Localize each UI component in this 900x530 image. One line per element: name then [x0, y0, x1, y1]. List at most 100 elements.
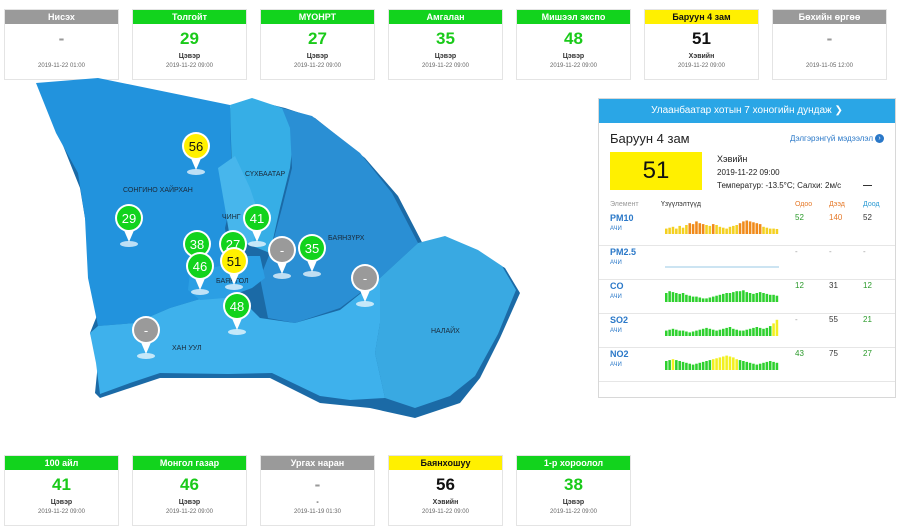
- district-songinokhairkhan[interactable]: [36, 78, 232, 326]
- trend-bar: [775, 319, 779, 336]
- pollutant-row[interactable]: PM2.5 АЧИ - - -: [599, 245, 895, 280]
- pollutant-row[interactable]: PM10 АЧИ 52 140 52: [599, 211, 895, 246]
- map-marker[interactable]: 46: [186, 252, 214, 295]
- trend-bar: [688, 363, 692, 370]
- station-card-time: 2019-11-22 01:00: [38, 63, 85, 69]
- wind-arrow-icon: [863, 185, 872, 186]
- trend-bar: [758, 327, 762, 336]
- map-marker[interactable]: -: [132, 316, 160, 359]
- map-marker[interactable]: 56: [182, 132, 210, 175]
- district-nalaikh[interactable]: [375, 236, 516, 408]
- station-card[interactable]: Ургах наран - - 2019-11-19 01:30: [260, 455, 375, 526]
- trend-bar: [735, 359, 738, 370]
- trend-bar: [708, 225, 712, 234]
- pollutant-name[interactable]: SO2: [610, 315, 629, 325]
- pollutant-name[interactable]: PM10: [610, 213, 634, 223]
- trend-bar: [748, 362, 752, 370]
- trend-bar: [752, 293, 755, 302]
- trend-bar: [762, 226, 765, 234]
- station-card[interactable]: 100 айл 41 Цэвэр 2019-11-22 09:00: [4, 455, 119, 526]
- trend-bar: [668, 291, 671, 302]
- pollutant-row[interactable]: NO2 АЧИ 43 75 27: [599, 347, 895, 382]
- district-map[interactable]: СОНГИНО ХАЙРХАН СҮХБААТАР ЧИНГ БАЯНЗҮРХ …: [20, 78, 560, 428]
- station-card[interactable]: Баруун 4 зам 51 Хэвийн 2019-11-22 09:00: [644, 9, 759, 80]
- pollutant-now: 43: [795, 349, 804, 358]
- aqi-status: Хэвийн: [717, 154, 748, 164]
- chevron-right-icon: ❯: [834, 105, 843, 116]
- pollutant-row[interactable]: CO АЧИ 12 31 12: [599, 279, 895, 314]
- station-card[interactable]: Бөхийн өргөө - 2019-11-05 12:00: [772, 9, 887, 80]
- trend-bar: [705, 298, 708, 302]
- station-card-name: МҮОНРТ: [261, 10, 374, 24]
- pollutant-row[interactable]: SO2 АЧИ - 55 21: [599, 313, 895, 348]
- trend-bar: [775, 362, 779, 370]
- trend-bar: [722, 328, 725, 336]
- trend-bar: [668, 329, 671, 336]
- map-marker[interactable]: 41: [243, 204, 271, 247]
- pollutant-name[interactable]: NO2: [610, 349, 629, 359]
- trend-bar: [755, 327, 759, 336]
- station-card-value: -: [58, 29, 65, 48]
- station-card-value: 48: [564, 29, 583, 48]
- trend-bar: [698, 223, 702, 234]
- trend-bar: [671, 292, 675, 302]
- pollutant-name[interactable]: PM2.5: [610, 247, 637, 257]
- map-marker-value: 48: [230, 299, 244, 314]
- weekly-average-header[interactable]: Улаанбаатар хотын 7 хоногийн дундаж ❯: [599, 99, 895, 123]
- station-card-status: Цэвэр: [562, 499, 585, 506]
- pollutant-name[interactable]: CO: [610, 281, 624, 291]
- station-card[interactable]: Амгалан 35 Цэвэр 2019-11-22 09:00: [388, 9, 503, 80]
- trend-bar: [735, 225, 738, 234]
- map-marker[interactable]: 35: [298, 234, 326, 277]
- more-info-link[interactable]: Дэлгэрэнгүй мэдээлэл: [790, 134, 873, 143]
- trend-bar: [768, 361, 772, 370]
- pollutant-unit: АЧИ: [610, 294, 622, 300]
- station-card[interactable]: Баянхошуу 56 Хэвийн 2019-11-22 09:00: [388, 455, 503, 526]
- trend-bar: [685, 225, 688, 234]
- trend-bar: [758, 292, 762, 302]
- station-card[interactable]: МҮОНРТ 27 Цэвэр 2019-11-22 09:00: [260, 9, 375, 80]
- map-marker-value: 56: [189, 139, 203, 154]
- map-marker[interactable]: 48: [223, 292, 251, 335]
- map-marker-value: 29: [122, 211, 136, 226]
- trend-bar: [695, 330, 698, 336]
- station-card-name: Баруун 4 зам: [645, 10, 758, 24]
- station-card[interactable]: Толгойт 29 Цэвэр 2019-11-22 09:00: [132, 9, 247, 80]
- trend-bar: [722, 356, 725, 370]
- map-marker[interactable]: 29: [115, 204, 143, 247]
- map-marker[interactable]: -: [268, 236, 296, 279]
- station-card-value: 35: [436, 29, 455, 48]
- station-card-value: 51: [692, 29, 711, 48]
- station-card-time: 2019-11-22 09:00: [38, 509, 85, 515]
- trend-bar: [765, 227, 769, 234]
- district-khan-uul[interactable]: [90, 278, 385, 400]
- map-marker-value: 51: [227, 254, 241, 269]
- pollutant-now: 12: [795, 281, 804, 290]
- map-marker[interactable]: -: [351, 264, 379, 307]
- trend-bar: [671, 359, 675, 370]
- station-card[interactable]: 1-р хороолол 38 Цэвэр 2019-11-22 09:00: [516, 455, 631, 526]
- station-card-value: -: [314, 475, 321, 494]
- trend-bar: [725, 293, 728, 302]
- trend-bar: [742, 221, 745, 234]
- trend-bar: [755, 364, 759, 370]
- station-card-time: 2019-11-22 09:00: [294, 63, 341, 69]
- trend-bar: [722, 293, 725, 302]
- trend-bar: [691, 331, 695, 336]
- trend-bar: [691, 296, 695, 302]
- label-bayangol: БАЯНГОЛ: [216, 278, 249, 285]
- pollutant-max: 55: [829, 315, 838, 324]
- trend-bar: [718, 226, 722, 234]
- map-marker[interactable]: 51: [220, 247, 248, 290]
- station-card-value: 41: [52, 475, 71, 494]
- station-card[interactable]: Монгол газар 46 Цэвэр 2019-11-22 09:00: [132, 455, 247, 526]
- trend-bar: [738, 330, 742, 336]
- station-card[interactable]: Нисэх - 2019-11-22 01:00: [4, 9, 119, 80]
- station-card[interactable]: Мишээл экспо 48 Цэвэр 2019-11-22 09:00: [516, 9, 631, 80]
- trend-bar: [742, 330, 745, 336]
- district-bayanzurkh[interactable]: [260, 108, 418, 323]
- arrow-circle-icon[interactable]: ›: [875, 134, 884, 143]
- trend-bar: [711, 224, 715, 234]
- station-card-time: 2019-11-22 09:00: [422, 509, 469, 515]
